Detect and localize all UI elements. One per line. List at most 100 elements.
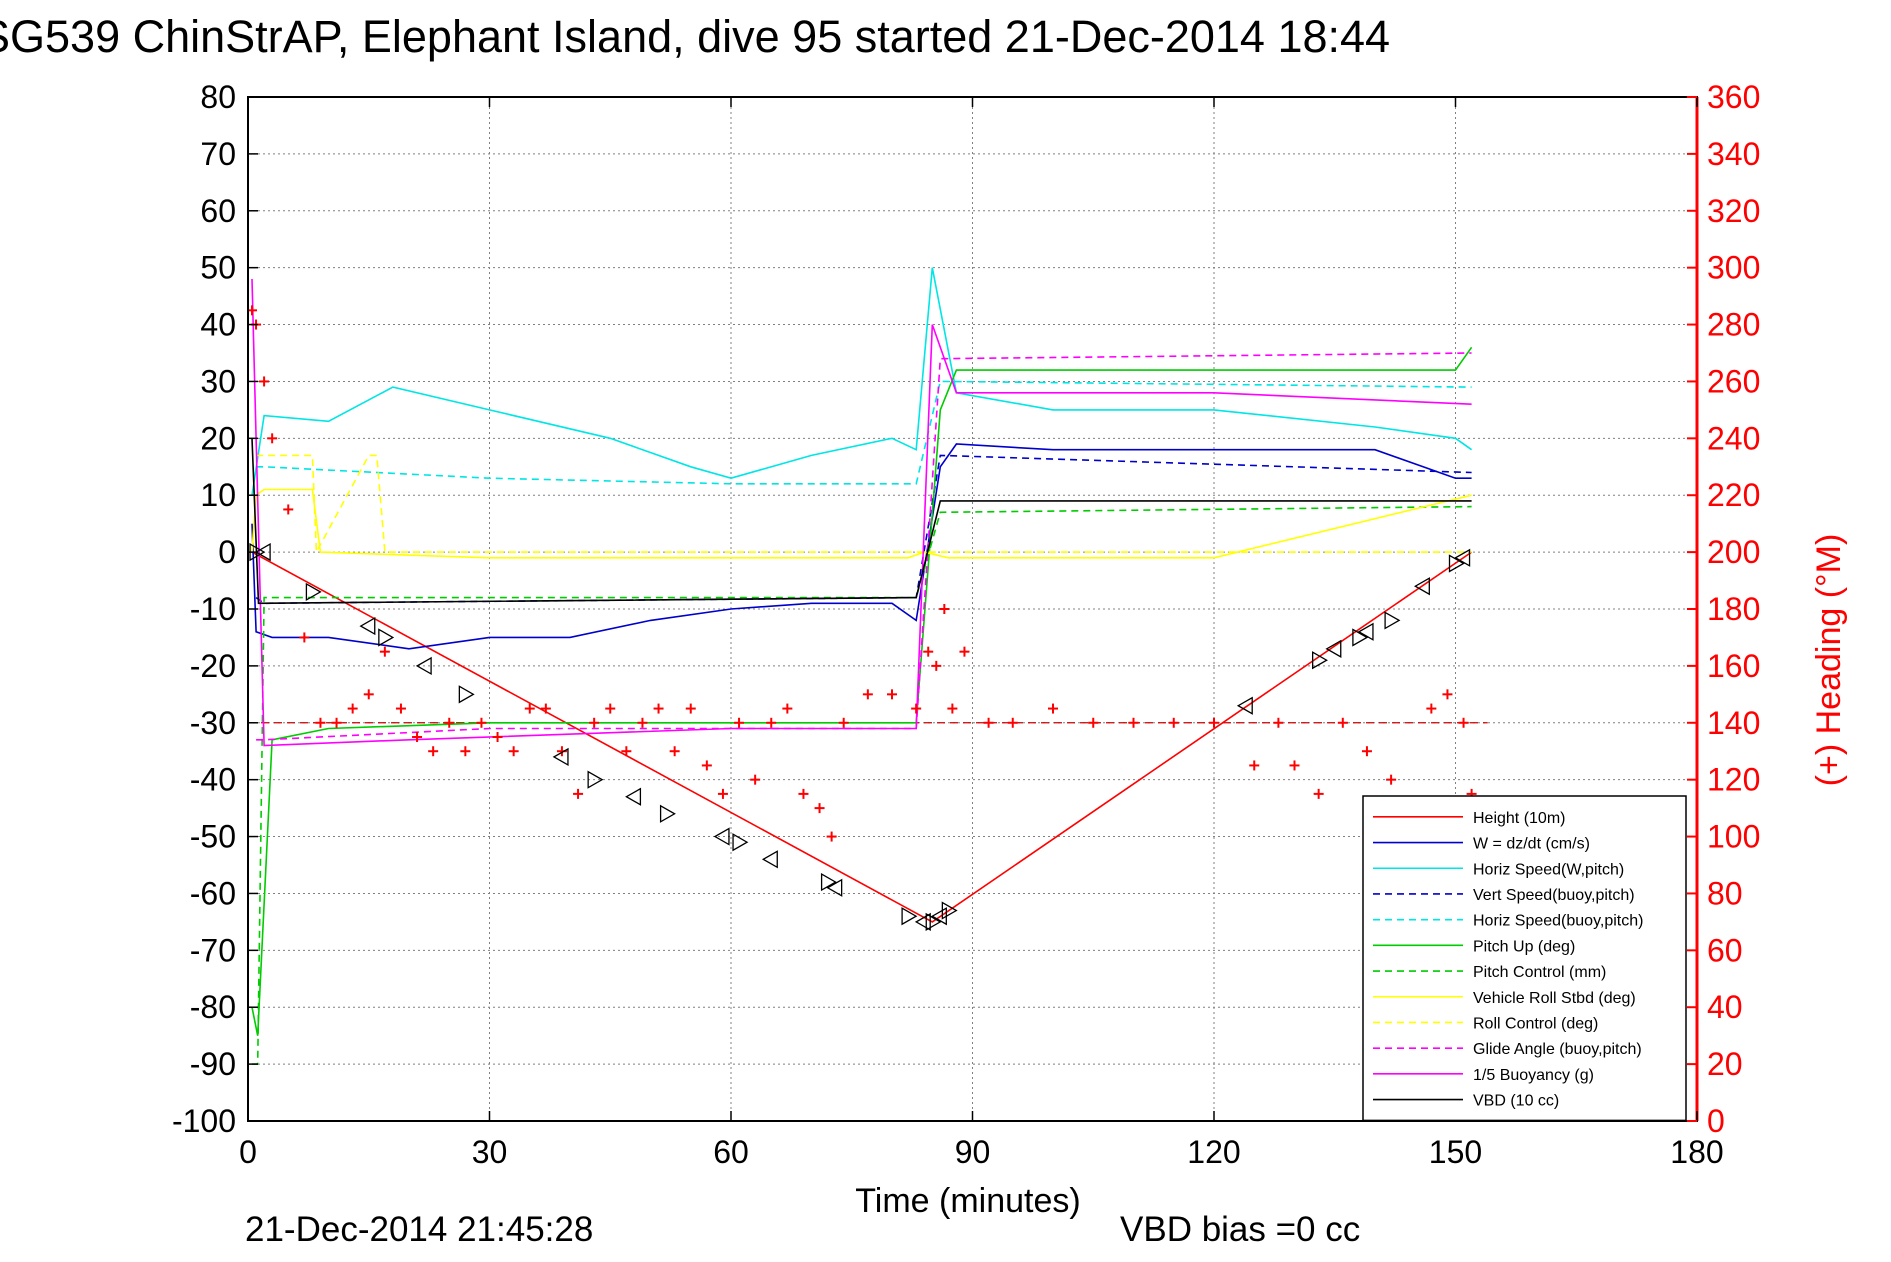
y-tick-label: -90 [190,1046,236,1082]
legend-label: Roll Control (deg) [1473,1015,1598,1032]
depth-marker [458,685,475,704]
y2-tick-label: 120 [1707,762,1760,798]
depth-marker [1236,696,1253,715]
legend-entry: 1/5 Buoyancy (g) [1373,1067,1594,1084]
depth-marker [1312,651,1328,670]
grid [248,97,1697,1121]
series-line-3 [255,454,1472,605]
y-axis-ticks: 80 70 60 50 40 30 20 10 0 -10 -20 -30 -40 -50 -60 -70 -8… [172,79,258,1139]
x-tick-label: 90 [955,1134,991,1170]
legend-label: Vert Speed(buoy,pitch) [1473,887,1635,904]
heading-point [1273,717,1284,728]
y-tick-label: 40 [200,307,236,343]
heading-point [589,717,600,728]
y-tick-label: -40 [190,762,236,798]
depth-marker [552,747,569,767]
heading-point [363,689,374,700]
legend: Height (10m) W = dz/dt (cm/s) Horiz Speed(… [1362,795,1687,1122]
heading-point [1209,717,1219,728]
legend-entry: Roll Control (deg) [1373,1015,1598,1032]
heading-point [1458,717,1469,728]
heading-point [959,646,970,657]
legend-entry: Height (10m) [1373,810,1565,827]
depth-marker [1413,577,1430,596]
y-tick-label: 0 [218,534,236,570]
y-tick-label: 70 [200,136,236,172]
heading-point [685,703,696,714]
depth-marker [761,850,778,869]
legend-entry: Glide Angle (buoy,pitch) [1373,1041,1642,1058]
heading-point [734,717,745,728]
heading-point [983,717,994,728]
heading-point [669,746,680,757]
heading-point [1386,774,1397,785]
heading-point [939,604,950,614]
legend-label: VBD (10 cc) [1473,1093,1559,1110]
y-tick-label: -100 [172,1103,236,1139]
y2-tick-label: 280 [1707,307,1760,343]
x-tick-label: 0 [239,1134,257,1170]
series-line-9 [256,352,1472,741]
series-line-11 [251,438,1472,605]
heading-point [862,689,873,700]
heading-point [1249,760,1260,771]
heading-point [814,803,825,814]
legend-entry: VBD (10 cc) [1373,1093,1559,1110]
heading-point [717,788,728,799]
legend-entry: Pitch Up (deg) [1373,938,1575,955]
heading-point [911,703,922,714]
heading-point [1088,717,1099,728]
series-line-7 [251,488,1472,559]
y-tick-label: 80 [200,79,236,115]
heading-point [653,703,664,714]
y2-tick-label: 180 [1707,591,1760,627]
depth-marker [359,616,376,636]
legend-entry: W = dz/dt (cm/s) [1373,836,1590,853]
y2-tick-label: 160 [1707,648,1760,684]
legend-label: 1/5 Buoyancy (g) [1473,1067,1594,1084]
chart-title: SG539 ChinStrAP, Elephant Island, dive 9… [0,11,1390,62]
heading-point [701,760,712,771]
y-tick-label: -50 [190,819,236,855]
legend-entry: Vehicle Roll Stbd (deg) [1373,990,1636,1007]
x-tick-label: 180 [1670,1134,1723,1170]
series-line-5 [251,346,1473,1036]
heading-point [1128,717,1139,728]
y-tick-label: -10 [190,591,236,627]
depth-marker [659,804,676,823]
depth-marker [1454,548,1471,567]
depth-marker [941,901,958,920]
heading-point [492,732,503,742]
x-axis-label: Time (minutes) [855,1182,1080,1220]
series-line-1 [251,443,1472,650]
y2-tick-label: 300 [1707,250,1760,286]
heading-point [1168,717,1179,728]
heading-point [605,703,616,714]
y2-axis-label: (+) Heading (°M) [1810,534,1848,787]
series-line-2 [251,267,1473,496]
heading-point [1442,689,1453,700]
y2-tick-label: 240 [1707,420,1760,456]
depth-marker [305,582,322,602]
series-line-6 [252,505,1472,1065]
depth-marker [914,912,931,932]
y2-tick-label: 200 [1707,534,1760,570]
depth-marker [713,827,730,846]
heading-point [1361,746,1372,757]
y2-axis-ticks: 3603403203002802602402202001801601401201… [1687,79,1760,1139]
y2-tick-label: 260 [1707,363,1760,399]
depth-marker [820,872,837,892]
heading-point [556,746,567,757]
y2-tick-label: 220 [1707,477,1760,513]
heading-point [412,732,423,742]
y-tick-label: 10 [200,477,236,513]
depth-marker [1352,628,1369,647]
depth-marker [732,833,749,852]
depth-marker [625,787,642,806]
heading-point [540,703,551,714]
y-tick-label: 20 [200,420,236,456]
depth-marker [1325,639,1342,658]
y2-tick-label: 140 [1707,705,1760,741]
heading-point [573,788,584,799]
legend-label: Vehicle Roll Stbd (deg) [1473,990,1636,1007]
